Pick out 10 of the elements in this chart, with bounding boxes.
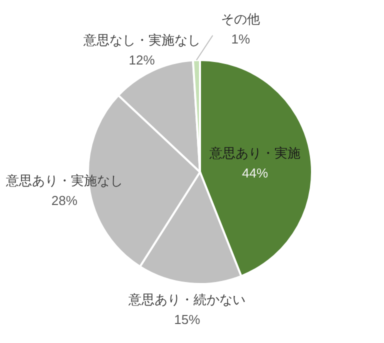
- data-label: 15%: [174, 312, 201, 328]
- slice-label: 意思あり・実施: [208, 146, 301, 161]
- data-label: 1%: [231, 31, 251, 46]
- data-label: 12%: [128, 52, 156, 68]
- slice-label: 意思あり・実施なし: [4, 173, 123, 188]
- data-label: 28%: [51, 193, 78, 208]
- slice-label: その他: [221, 11, 260, 26]
- data-label: 44%: [242, 166, 268, 181]
- slice-label: 意思なし・実施なし: [82, 32, 200, 48]
- slice-label: 意思あり・続かない: [128, 292, 246, 308]
